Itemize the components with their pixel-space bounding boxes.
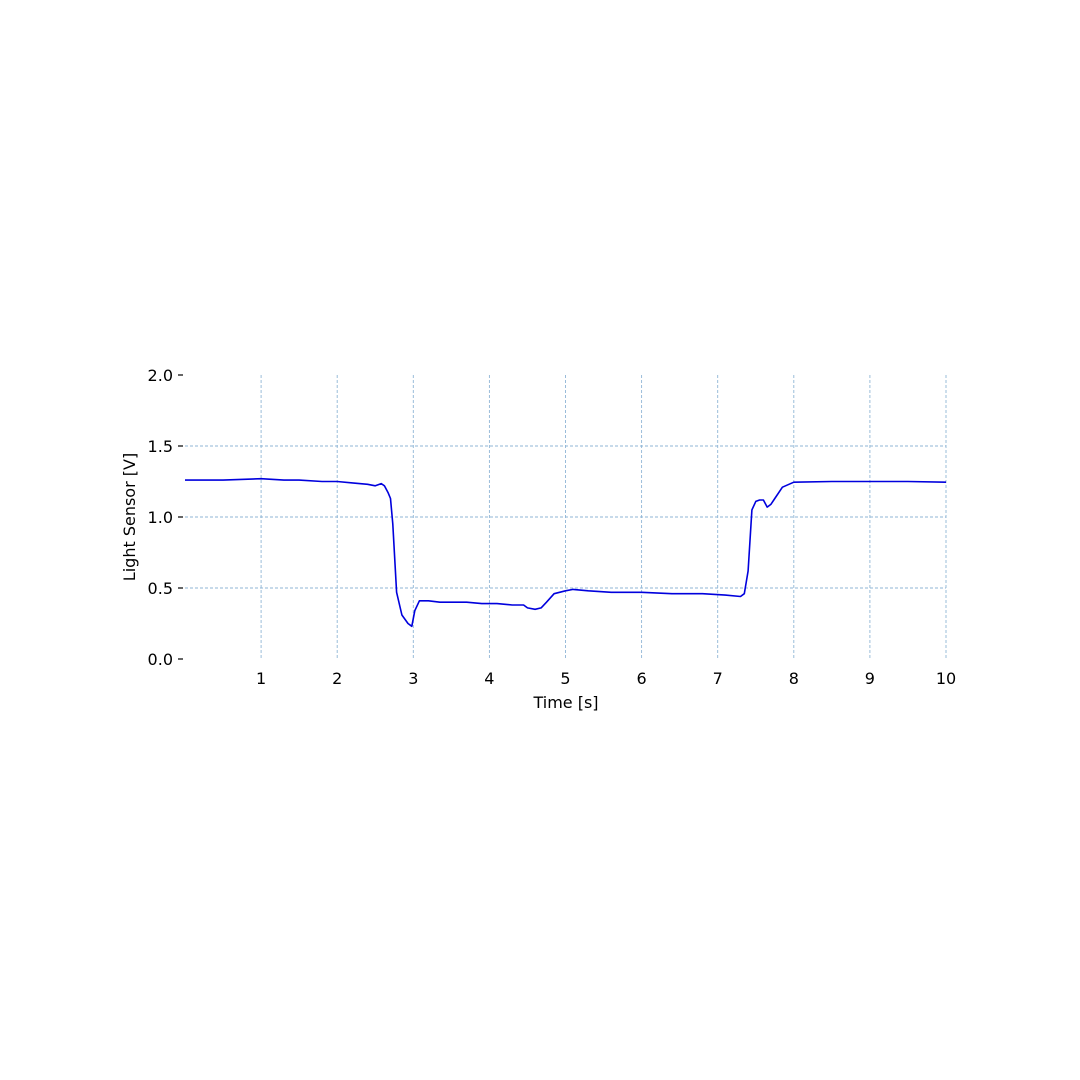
x-tick-label: 3 [408,669,418,688]
x-tick-label: 10 [936,669,956,688]
x-tick-label: 6 [637,669,647,688]
x-tick-label: 1 [256,669,266,688]
x-tick-label: 8 [789,669,799,688]
x-tick-label: 4 [484,669,494,688]
x-axis: 1 2 3 4 5 6 7 8 9 10 [256,669,956,688]
grid-lines [185,375,947,659]
y-tick-label: 0.0 [148,650,173,669]
x-axis-label: Time [s] [532,693,598,712]
series-line [185,477,947,628]
y-axis-label: Light Sensor [V] [120,453,139,581]
series-layer [185,477,947,628]
y-tick-label: 1.5 [148,437,173,456]
y-tick-label: 0.5 [148,579,173,598]
x-tick-label: 5 [560,669,570,688]
x-tick-label: 7 [713,669,723,688]
x-tick-label: 9 [865,669,875,688]
x-tick-label: 2 [332,669,342,688]
y-axis: 0.0 0.5 1.0 1.5 2.0 [148,366,183,669]
y-tick-label: 2.0 [148,366,173,385]
y-tick-label: 1.0 [148,508,173,527]
